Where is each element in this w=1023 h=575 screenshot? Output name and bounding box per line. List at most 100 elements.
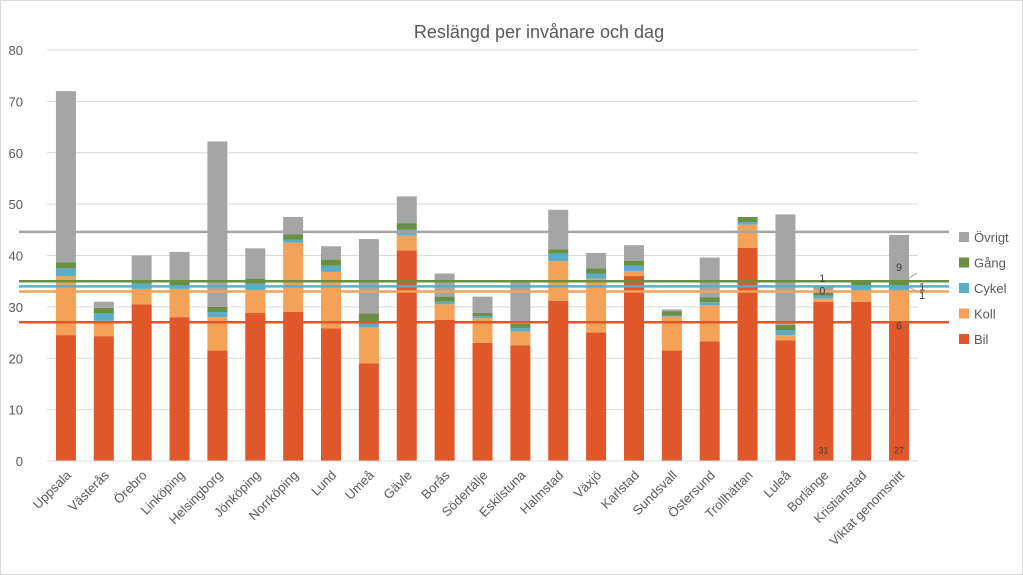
bar-Cykel-Kristianstad (851, 286, 872, 292)
data-label-Borlänge-0: 31 (818, 445, 828, 455)
label-leader-line (908, 272, 918, 279)
bar-Bil-Kristianstad (851, 301, 872, 461)
bar-Gång-Växjö (586, 268, 607, 274)
bar-Gång-Sundsvall (661, 311, 682, 316)
bar-Övrigt-Norrköping (283, 216, 304, 235)
gridlines (47, 49, 918, 462)
x-tick-label: Umeå (342, 467, 378, 503)
bar-Bil-Växjö (586, 332, 607, 461)
legend-swatch-Bil (959, 334, 969, 344)
bar-Cykel-Södertälje (472, 316, 493, 319)
x-tick-label: Växjö (571, 468, 605, 502)
bar-Övrigt-Borlänge (813, 286, 834, 292)
bar-Gång-Helsingborg (207, 306, 228, 313)
bar-Cykel-Trollhättan (737, 222, 758, 225)
y-tick-label: 80 (9, 43, 23, 58)
x-axis: UppsalaVästeråsÖrebroLinköpingHelsingbor… (30, 460, 918, 548)
bar-Gång-Karlstad (623, 260, 644, 266)
bar-Bil-Luleå (775, 340, 796, 461)
y-tick-label: 0 (16, 454, 23, 469)
bar-Bil-Halmstad (548, 300, 569, 461)
bar-Gång-Västerås (93, 307, 114, 314)
legend-swatch-Gång (959, 257, 969, 268)
bars-group (55, 91, 910, 461)
legend-swatch-Övrigt (959, 232, 969, 242)
bar-Bil-Trollhättan (737, 247, 758, 461)
bar-Övrigt-Borås (434, 273, 455, 297)
bar-Gång-Borlänge (813, 291, 834, 296)
bar-Bil-Västerås (93, 336, 114, 461)
bar-Bil-Gävle (396, 250, 417, 461)
bar-Bil-Umeå (358, 363, 379, 461)
bar-Cykel-Norrköping (283, 239, 304, 243)
bar-Koll-Norrköping (283, 242, 304, 313)
y-tick-label: 40 (9, 249, 23, 264)
data-label-Viktat genomsnitt-6: 1 (919, 281, 925, 293)
y-tick-label: 20 (9, 351, 23, 366)
bar-Gång-Umeå (358, 313, 379, 322)
legend-label-Övrigt: Övrigt (974, 230, 1009, 245)
bar-Bil-Östersund (699, 341, 720, 461)
bar-Koll-Örebro (131, 288, 152, 305)
bar-Cykel-Umeå (358, 321, 379, 328)
bar-Övrigt-Gävle (396, 196, 417, 224)
bar-Koll-Viktat genomsnitt (889, 291, 910, 323)
bar-Koll-Eskilstuna (510, 331, 531, 346)
x-tick-label: Luleå (760, 467, 794, 501)
y-tick-label: 60 (9, 146, 23, 161)
bar-Koll-Karlstad (623, 270, 644, 277)
bar-Gång-Linköping (169, 279, 190, 286)
y-tick-label: 30 (9, 300, 23, 315)
y-tick-label: 50 (9, 197, 23, 212)
bar-Gång-Östersund (699, 297, 720, 303)
bar-Bil-Uppsala (55, 335, 76, 461)
bar-Koll-Kristianstad (851, 291, 872, 302)
x-tick-label: Gävle (380, 468, 415, 503)
bar-Cykel-Uppsala (55, 268, 76, 277)
bar-Övrigt-Halmstad (548, 209, 569, 250)
bar-Koll-Umeå (358, 327, 379, 364)
legend-label-Cykel: Cykel (974, 281, 1007, 296)
bar-Cykel-Sundsvall (661, 315, 682, 317)
bar-Bil-Jönköping (245, 313, 266, 461)
bar-Cykel-Helsingborg (207, 312, 228, 318)
bar-Gång-Viktat genomsnitt (889, 281, 910, 287)
bar-Gång-Luleå (775, 324, 796, 330)
chart-title: Reslängd per invånare och dag (414, 22, 664, 42)
data-label-Viktat genomsnitt-7: 1 (919, 290, 925, 302)
y-tick-label: 10 (9, 403, 23, 418)
bar-Cykel-Halmstad (548, 253, 569, 262)
bar-Koll-Borås (434, 304, 455, 320)
bar-Cykel-Eskilstuna (510, 327, 531, 332)
legend: Övrigt Gång Cykel Koll Bil (959, 230, 1009, 347)
x-tick-label: Lund (308, 468, 339, 499)
data-label-Viktat genomsnitt-5: 9 (896, 262, 902, 274)
bar-Bil-Lund (321, 328, 342, 461)
bar-Cykel-Västerås (93, 313, 114, 321)
bar-Bil-Borås (434, 319, 455, 461)
bar-Koll-Sundsvall (661, 316, 682, 351)
y-tick-label: 70 (9, 94, 23, 109)
bar-Gång-Norrköping (283, 234, 304, 240)
bar-Övrigt-Viktat genomsnitt (889, 234, 910, 282)
bar-Övrigt-Karlstad (623, 245, 644, 261)
bar-Gång-Södertälje (472, 313, 493, 317)
bar-Koll-Jönköping (245, 289, 266, 314)
bar-Övrigt-Uppsala (55, 91, 76, 263)
legend-label-Koll: Koll (974, 307, 996, 322)
bar-Gång-Uppsala (55, 262, 76, 269)
bar-Gång-Eskilstuna (510, 323, 531, 328)
bar-Övrigt-Jönköping (245, 248, 266, 279)
bar-Koll-Linköping (169, 288, 190, 318)
bar-Koll-Luleå (775, 335, 796, 341)
bar-Gång-Gävle (396, 223, 417, 230)
bar-Gång-Lund (321, 259, 342, 266)
bar-Koll-Helsingborg (207, 317, 228, 351)
label-leader-line (908, 286, 918, 292)
bar-Bil-Eskilstuna (510, 345, 531, 461)
bar-Koll-Borlänge (813, 298, 834, 302)
bar-Övrigt-Luleå (775, 214, 796, 325)
bar-Cykel-Luleå (775, 329, 796, 336)
bar-Övrigt-Umeå (358, 239, 379, 314)
data-label-Borlänge-2: 0 (819, 286, 825, 298)
